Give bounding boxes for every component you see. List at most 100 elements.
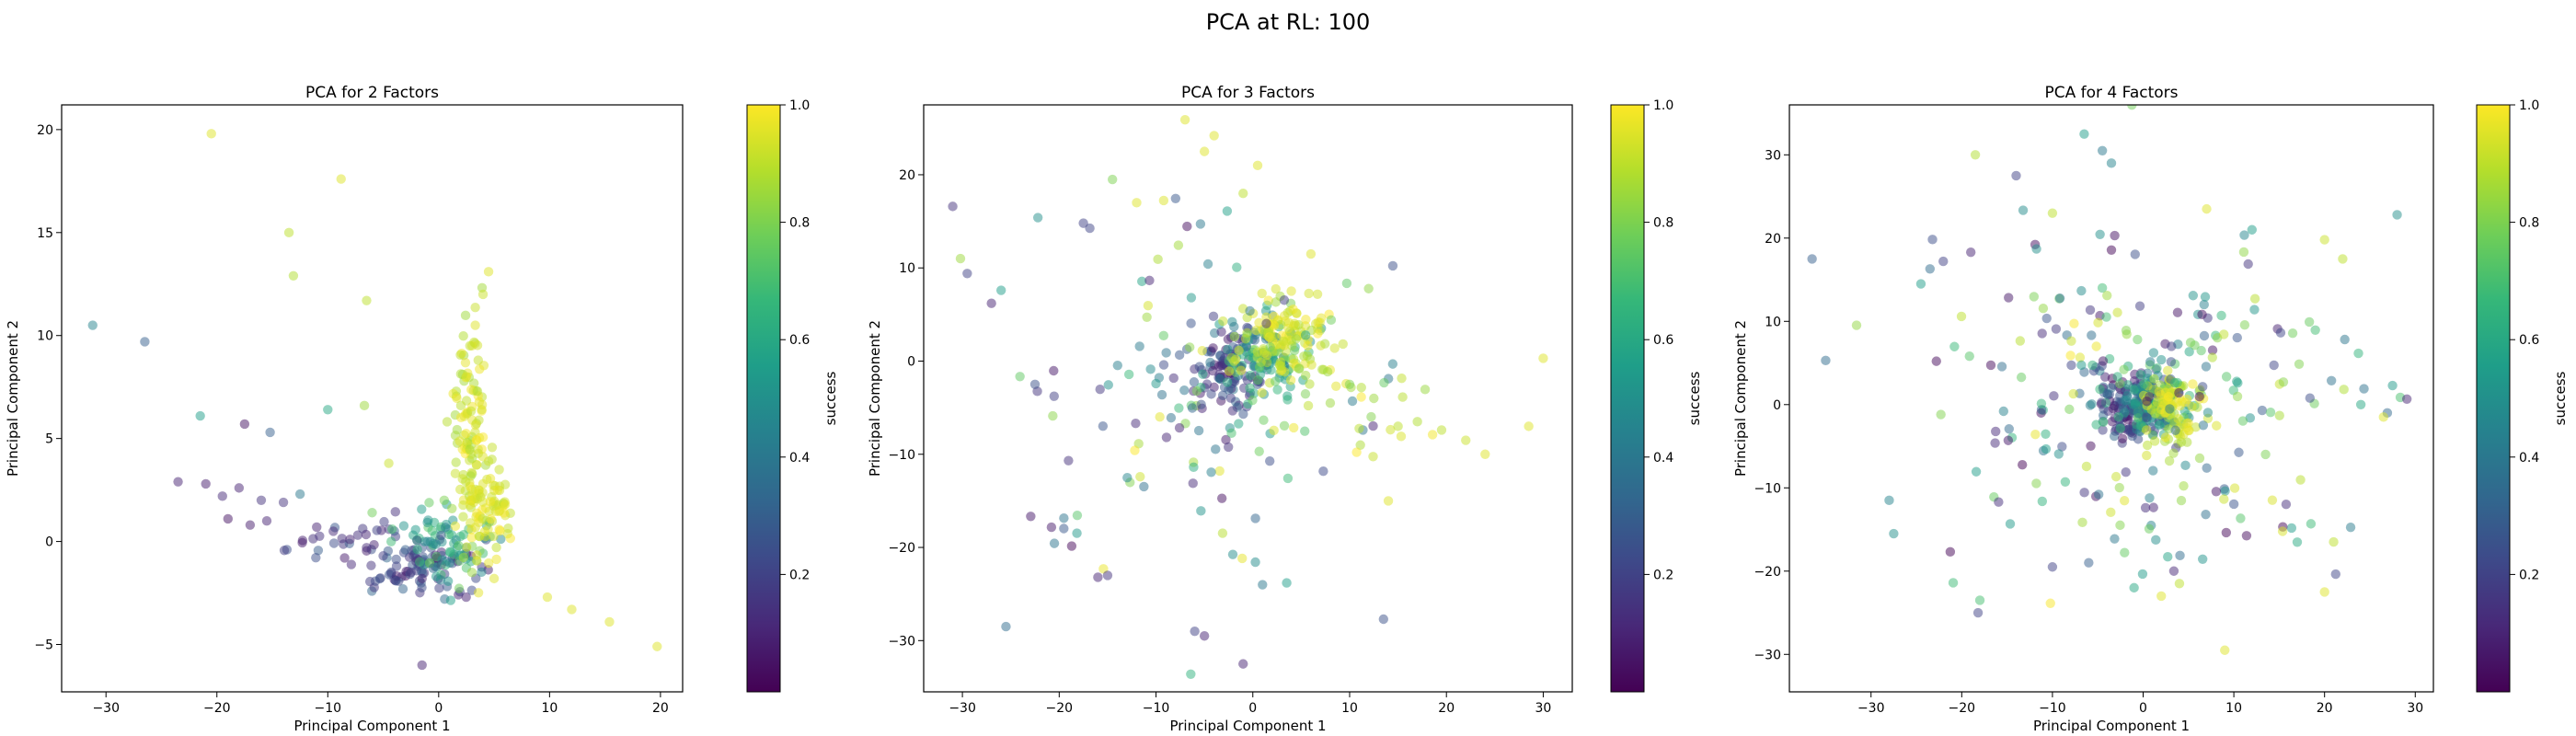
scatter-point <box>1949 341 1960 351</box>
scatter-point <box>2115 520 2125 531</box>
scatter-point <box>2037 328 2047 339</box>
scatter-point <box>1196 506 1206 516</box>
scatter-point <box>2179 480 2189 491</box>
scatter-point <box>2265 408 2276 418</box>
scatter-point <box>362 295 372 305</box>
scatter-point <box>604 616 615 627</box>
scatter-point <box>2236 513 2246 523</box>
scatter-point <box>2110 230 2120 241</box>
y-tick-label: 10 <box>899 261 915 276</box>
scatter-point <box>1265 342 1275 352</box>
scatter-point <box>1347 396 1358 407</box>
scatter-point <box>1269 425 1279 436</box>
scatter-point <box>444 546 455 557</box>
scatter-point <box>1990 438 2000 448</box>
scatter-point <box>378 551 388 561</box>
scatter-point <box>2121 467 2131 477</box>
scatter-point <box>1237 553 1248 564</box>
scatter-point <box>1378 614 1389 625</box>
scatter-point <box>2041 429 2051 440</box>
colorbar: 0.2 0.4 0.6 0.8 1.0 success <box>746 98 839 693</box>
x-tick-label: 10 <box>541 701 558 716</box>
scatter-point <box>1948 578 1959 588</box>
scatter-point <box>2239 230 2249 240</box>
scatter-point <box>495 525 505 536</box>
scatter-point <box>1271 297 1281 307</box>
scatter-point <box>201 478 211 489</box>
y-tick-label: −30 <box>1754 648 1781 662</box>
scatter-point <box>417 504 427 514</box>
colorbar-tick-label: 0.2 <box>2519 568 2539 582</box>
scatter-point <box>962 269 972 279</box>
scatter-point <box>1170 193 1181 203</box>
scatter-point <box>278 497 289 508</box>
scatter-point <box>491 554 501 565</box>
scatter-point <box>1001 621 1011 632</box>
scatter-point <box>2306 519 2317 529</box>
scatter-point <box>466 533 477 543</box>
scatter-point <box>2142 440 2153 451</box>
scatter-point <box>1250 557 1260 568</box>
scatter-point <box>473 444 483 454</box>
scatter-point <box>1294 363 1305 374</box>
scatter-point <box>1227 406 1237 416</box>
scatter-point <box>1412 417 1422 427</box>
scatter-point <box>1214 466 1225 477</box>
scatter-point <box>1112 360 1122 371</box>
scatter-point <box>328 526 339 536</box>
scatter-point <box>2081 461 2092 472</box>
scatter-point <box>2221 372 2232 382</box>
scatter-point <box>1156 389 1167 400</box>
colorbar-tick-label: 1.0 <box>2519 98 2539 113</box>
scatter-point <box>2173 413 2183 424</box>
scatter-point <box>2087 330 2097 340</box>
scatter-point <box>2175 550 2185 561</box>
colorbar-tick-label: 0.2 <box>1653 568 1673 582</box>
x-tick-label: −30 <box>1857 701 1885 716</box>
scatter-point <box>1884 495 1894 506</box>
scatter-point <box>2199 299 2209 310</box>
panel-title: PCA for 2 Factors <box>305 84 439 102</box>
scatter-point <box>1049 538 1060 548</box>
scatter-point <box>2135 370 2145 380</box>
scatter-point <box>2401 394 2412 404</box>
scatter-point <box>417 582 427 592</box>
scatter-point <box>2031 478 2041 489</box>
scatter-point <box>2166 357 2177 367</box>
scatter-point <box>1269 320 1280 331</box>
scatter-point <box>2085 305 2096 316</box>
scatter-point <box>483 267 494 277</box>
x-tick-label: 10 <box>2225 701 2242 716</box>
scatter-point <box>2181 394 2192 405</box>
scatter-point <box>479 526 490 537</box>
scatter-point <box>2145 357 2156 367</box>
scatter-point <box>2330 569 2340 580</box>
y-tick-label: 0 <box>1773 398 1781 413</box>
scatter-point <box>2011 170 2021 181</box>
scatter-point <box>261 515 272 526</box>
scatter-point <box>2194 391 2204 402</box>
scatter-point <box>2018 205 2029 215</box>
x-tick-label: −10 <box>1143 701 1170 716</box>
scatter-point <box>2102 388 2112 399</box>
scatter-point <box>2114 482 2124 493</box>
scatter-point <box>1078 218 1088 228</box>
scatter-point <box>2200 292 2211 302</box>
scatter-point <box>1185 342 1195 352</box>
scatter-point <box>1282 307 1294 318</box>
scatter-point <box>1304 288 1314 299</box>
y-tick-label: 20 <box>1765 232 1781 247</box>
scatter-point <box>1915 279 1926 289</box>
scatter-point <box>2304 316 2315 328</box>
scatter-point <box>1202 259 1213 270</box>
scatter-point <box>1232 262 1242 272</box>
scatter-point <box>487 454 497 465</box>
y-tick-label: 15 <box>37 226 53 241</box>
y-tick-label: 5 <box>45 432 53 447</box>
colorbar-tick-label: 1.0 <box>1653 98 1673 113</box>
scatter-point <box>494 505 505 516</box>
scatter-point <box>1305 248 1317 259</box>
scatter-point <box>2232 332 2242 343</box>
scatter-point <box>2095 384 2105 395</box>
scatter-point <box>471 460 482 470</box>
